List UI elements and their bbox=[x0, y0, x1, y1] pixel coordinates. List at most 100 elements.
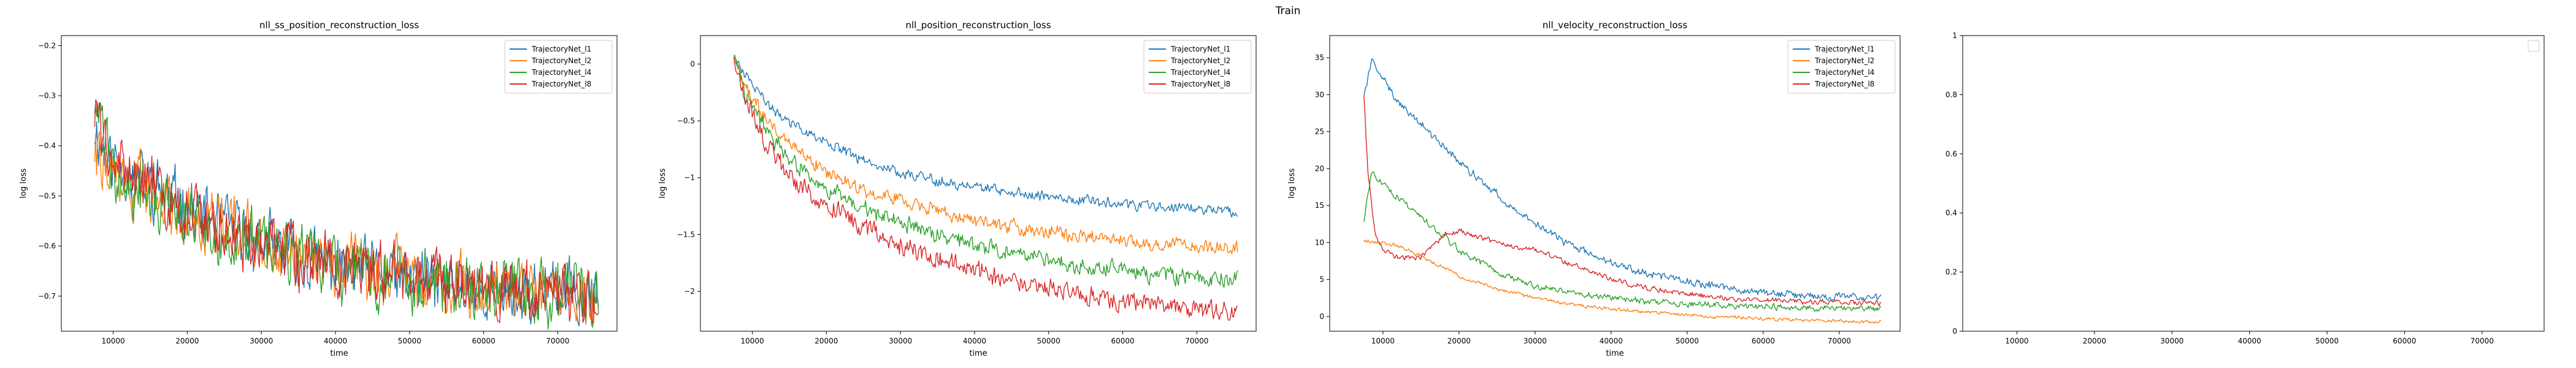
x-tick-label: 50000 bbox=[398, 337, 421, 345]
legend-label: TrajectoryNet_l1 bbox=[1170, 45, 1230, 53]
x-tick-label: 60000 bbox=[1111, 337, 1134, 345]
x-axis-label: time bbox=[330, 349, 348, 358]
y-tick-label: 25 bbox=[1315, 128, 1324, 136]
x-tick-label: 10000 bbox=[2005, 337, 2028, 345]
x-tick-label: 10000 bbox=[740, 337, 764, 345]
chart-panel-empty: 10000 20000 30000 40000 50000 60000 70000 0 0.2 0… bbox=[1945, 31, 2545, 345]
series-line-TrajectoryNet_l2 bbox=[1363, 239, 1882, 324]
x-tick-label: 10000 bbox=[1371, 337, 1395, 345]
figure-title: Train bbox=[1275, 5, 1301, 17]
x-tick-label: 70000 bbox=[1828, 337, 1851, 345]
y-tick-label: −0.7 bbox=[38, 292, 56, 301]
y-tick-label: −2 bbox=[684, 287, 695, 296]
x-axis-label: time bbox=[1606, 349, 1623, 358]
y-tick-label: −0.4 bbox=[38, 142, 56, 150]
y-tick-label: 15 bbox=[1315, 201, 1324, 210]
x-tick-label: 40000 bbox=[2238, 337, 2261, 345]
x-tick-label: 60000 bbox=[2393, 337, 2416, 345]
x-tick-label: 50000 bbox=[1676, 337, 1699, 345]
series-group bbox=[1363, 58, 1882, 324]
legend bbox=[2528, 40, 2540, 52]
series-line-TrajectoryNet_l8 bbox=[733, 57, 1238, 321]
y-tick-label: 35 bbox=[1315, 53, 1324, 62]
y-tick-label: 10 bbox=[1315, 238, 1324, 247]
series-line-TrajectoryNet_l8 bbox=[94, 99, 599, 324]
panel-title: nll_ss_position_reconstruction_loss bbox=[259, 20, 419, 31]
legend-label: TrajectoryNet_l1 bbox=[531, 45, 591, 53]
x-tick-label: 40000 bbox=[1600, 337, 1623, 345]
y-tick-label: −0.6 bbox=[38, 242, 56, 250]
y-tick-label: −0.5 bbox=[677, 117, 695, 125]
chart-panel-ss-position: nll_ss_position_reconstruction_loss 10000… bbox=[19, 20, 618, 358]
series-line-TrajectoryNet_l4 bbox=[734, 56, 1238, 288]
y-tick-label: −1.5 bbox=[677, 230, 695, 239]
legend-label: TrajectoryNet_l8 bbox=[531, 80, 591, 88]
series-line-TrajectoryNet_l2 bbox=[94, 131, 599, 325]
y-tick-label: 1 bbox=[1952, 31, 1957, 40]
x-tick-label: 40000 bbox=[324, 337, 347, 345]
x-tick-label: 20000 bbox=[815, 337, 838, 345]
legend-label: TrajectoryNet_l8 bbox=[1170, 80, 1230, 88]
y-tick-label: 0.6 bbox=[1945, 150, 1957, 158]
legend: TrajectoryNet_l1 TrajectoryNet_l2 Trajecto… bbox=[1787, 40, 1896, 94]
x-tick-label: 10000 bbox=[101, 337, 125, 345]
legend-box bbox=[1143, 40, 1252, 94]
legend-label: TrajectoryNet_l2 bbox=[1814, 56, 1874, 65]
x-tick-label: 50000 bbox=[1037, 337, 1060, 345]
legend-label: TrajectoryNet_l4 bbox=[1814, 68, 1874, 77]
panel-title: nll_position_reconstruction_loss bbox=[905, 20, 1051, 31]
y-tick-label: −0.5 bbox=[38, 191, 56, 200]
legend-label: TrajectoryNet_l4 bbox=[1170, 68, 1230, 77]
y-tick-label: −0.2 bbox=[38, 41, 56, 50]
x-tick-label: 30000 bbox=[250, 337, 273, 345]
plot-frame bbox=[1962, 35, 2545, 332]
x-tick-label: 30000 bbox=[1524, 337, 1547, 345]
series-line-TrajectoryNet_l8 bbox=[1363, 96, 1882, 307]
legend: TrajectoryNet_l1 TrajectoryNet_l2 Trajecto… bbox=[1143, 40, 1252, 94]
chart-panel-position: nll_position_reconstruction_loss 10000 200… bbox=[658, 20, 1257, 358]
x-tick-label: 20000 bbox=[1447, 337, 1471, 345]
legend-label: TrajectoryNet_l1 bbox=[1814, 45, 1874, 53]
y-tick-label: −1 bbox=[684, 174, 695, 182]
legend-label: TrajectoryNet_l2 bbox=[531, 56, 591, 65]
y-tick-label: 0 bbox=[1319, 312, 1324, 321]
legend-box bbox=[2528, 40, 2540, 52]
panel-title: nll_velocity_reconstruction_loss bbox=[1543, 20, 1687, 31]
legend-label: TrajectoryNet_l8 bbox=[1814, 80, 1874, 88]
y-axis-label: log loss bbox=[658, 168, 667, 198]
x-tick-label: 60000 bbox=[1752, 337, 1775, 345]
series-line-TrajectoryNet_l4 bbox=[1363, 171, 1882, 312]
legend-box bbox=[1787, 40, 1896, 94]
y-tick-label: 0.4 bbox=[1945, 209, 1957, 217]
y-tick-label: 0.8 bbox=[1945, 90, 1957, 99]
x-tick-label: 70000 bbox=[546, 337, 569, 345]
y-axis-label: log loss bbox=[19, 168, 28, 198]
x-tick-label: 20000 bbox=[2083, 337, 2106, 345]
x-tick-label: 50000 bbox=[2315, 337, 2339, 345]
x-tick-label: 30000 bbox=[889, 337, 912, 345]
y-tick-label: 0 bbox=[690, 59, 695, 68]
x-axis-label: time bbox=[969, 349, 987, 358]
plot-frame bbox=[1329, 35, 1901, 332]
x-tick-label: 70000 bbox=[1185, 337, 1208, 345]
series-group bbox=[733, 55, 1238, 321]
legend-box bbox=[504, 40, 613, 94]
y-tick-label: −0.3 bbox=[38, 91, 56, 100]
plot-frame bbox=[700, 35, 1257, 332]
x-tick-label: 70000 bbox=[2471, 337, 2494, 345]
x-tick-label: 30000 bbox=[2160, 337, 2183, 345]
y-tick-label: 0 bbox=[1952, 327, 1957, 335]
legend-label: TrajectoryNet_l2 bbox=[1170, 56, 1230, 65]
series-line-TrajectoryNet_l1 bbox=[1363, 58, 1882, 302]
x-tick-label: 20000 bbox=[175, 337, 199, 345]
series-line-TrajectoryNet_l1 bbox=[734, 55, 1238, 218]
y-tick-label: 5 bbox=[1319, 275, 1324, 284]
y-tick-label: 20 bbox=[1315, 164, 1324, 173]
legend: TrajectoryNet_l1 TrajectoryNet_l2 Trajecto… bbox=[504, 40, 613, 94]
x-tick-label: 60000 bbox=[472, 337, 495, 345]
plot-frame bbox=[61, 35, 618, 332]
y-tick-label: 0.2 bbox=[1945, 268, 1957, 277]
x-tick-label: 40000 bbox=[963, 337, 986, 345]
